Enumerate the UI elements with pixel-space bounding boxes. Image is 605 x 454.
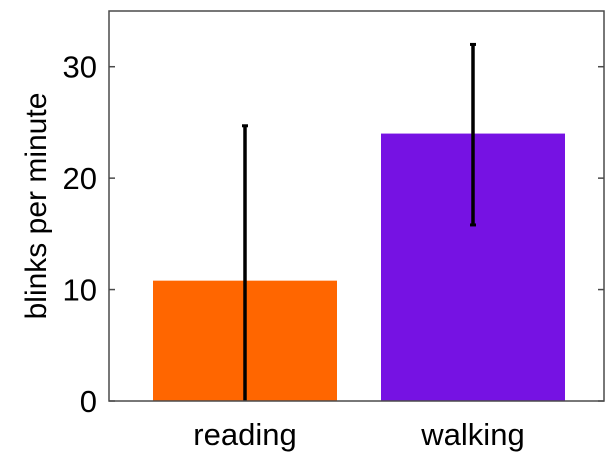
y-tick-label-30: 30 [63,50,97,85]
y-tick-label-0: 0 [80,384,97,419]
plot-frame [108,10,605,402]
y-tick-label-20: 20 [63,161,97,196]
x-ticks-group: reading walking [193,417,524,452]
y-axis-label: blinks per minute [20,93,53,320]
y-tick-label-10: 10 [63,273,97,308]
error-bars-group [242,42,476,401]
bars-group [153,133,565,402]
x-tick-label-walking: walking [420,417,524,452]
y-ticks-group: 0 10 20 30 [63,50,604,419]
x-tick-label-reading: reading [193,417,296,452]
